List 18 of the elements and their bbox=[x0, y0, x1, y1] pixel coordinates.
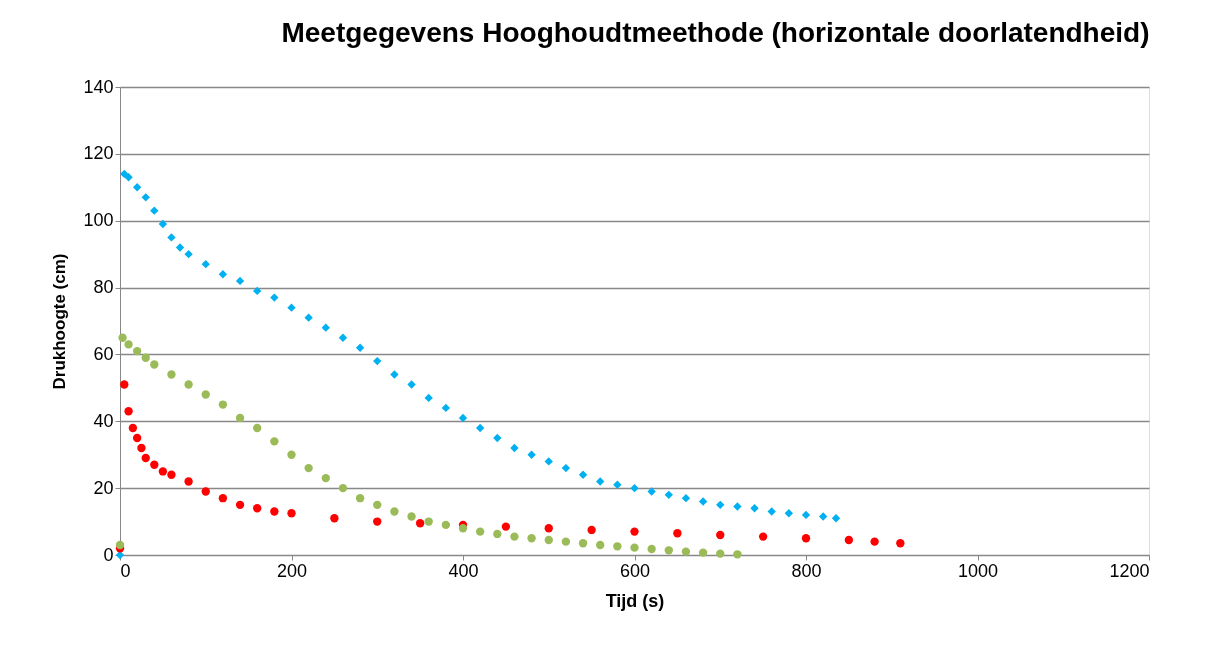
x-tick-label: 600 bbox=[619, 560, 651, 581]
y-tick-label: 140 bbox=[83, 76, 114, 97]
x-tick-label: 1200 bbox=[1109, 560, 1150, 581]
x-tick-label: 1000 bbox=[957, 560, 999, 581]
y-tick-label: 40 bbox=[93, 410, 114, 431]
y-tick-label: 60 bbox=[93, 343, 114, 364]
y-tick-label: 20 bbox=[93, 477, 114, 498]
x-tick-label: 800 bbox=[791, 560, 822, 581]
y-tick-label: 100 bbox=[83, 210, 114, 231]
y-tick-label: 120 bbox=[83, 143, 114, 164]
x-tick-label: 0 bbox=[120, 560, 131, 581]
x-tick-label: 200 bbox=[276, 560, 308, 581]
y-tick-label: 80 bbox=[93, 277, 114, 298]
chart-title: Meetgegevens Hooghoudtmeethode (horizontale doorlatendheid) bbox=[281, 17, 1150, 48]
y-tick-label: 0 bbox=[103, 544, 114, 565]
x-axis-title: Tijd (s) bbox=[605, 590, 665, 611]
y-axis-title: Drukhoogte (cm) bbox=[50, 253, 70, 390]
x-tick-label: 400 bbox=[448, 560, 479, 581]
